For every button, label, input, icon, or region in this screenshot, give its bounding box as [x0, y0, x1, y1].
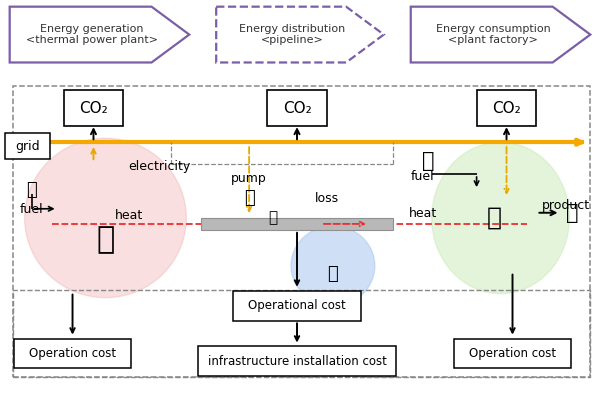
Ellipse shape	[431, 142, 569, 294]
Bar	[267, 90, 327, 126]
Text: 🍅: 🍅	[566, 203, 578, 223]
Bar	[64, 90, 124, 126]
Text: electricity: electricity	[128, 160, 190, 173]
Bar	[14, 338, 131, 368]
Text: Operation cost: Operation cost	[29, 347, 116, 360]
Text: loss: loss	[315, 192, 339, 204]
Text: CO₂: CO₂	[283, 101, 311, 116]
Text: Energy distribution
<pipeline>: Energy distribution <pipeline>	[239, 24, 346, 45]
Text: Operation cost: Operation cost	[469, 347, 556, 360]
Text: 💧: 💧	[244, 189, 254, 207]
Ellipse shape	[291, 226, 375, 306]
Bar	[476, 90, 536, 126]
Text: 🧑: 🧑	[328, 265, 338, 283]
Bar	[5, 133, 50, 159]
Bar	[454, 338, 571, 368]
Bar	[13, 290, 590, 377]
Text: Energy consumption
<plant factory>: Energy consumption <plant factory>	[436, 24, 550, 45]
Text: fuel: fuel	[411, 170, 434, 182]
Polygon shape	[10, 7, 189, 62]
Ellipse shape	[25, 138, 186, 298]
Text: Energy generation
<thermal power plant>: Energy generation <thermal power plant>	[26, 24, 158, 45]
Text: heat: heat	[409, 208, 437, 220]
Text: CO₂: CO₂	[492, 101, 521, 116]
Text: infrastructure installation cost: infrastructure installation cost	[208, 355, 386, 368]
Polygon shape	[216, 7, 384, 62]
Text: grid: grid	[16, 140, 40, 153]
Text: CO₂: CO₂	[79, 101, 108, 116]
Text: fuel: fuel	[20, 204, 44, 216]
Text: product: product	[542, 200, 590, 212]
Text: heat: heat	[115, 210, 143, 222]
Bar	[198, 346, 396, 376]
Text: 🛢: 🛢	[422, 151, 435, 171]
Bar	[233, 291, 361, 320]
Text: 🏭: 🏭	[97, 225, 115, 254]
Bar	[13, 86, 590, 377]
Bar	[201, 218, 393, 230]
Text: 🏠: 🏠	[487, 206, 502, 230]
Text: Operational cost: Operational cost	[248, 299, 346, 312]
Polygon shape	[411, 7, 590, 62]
Text: 🪨: 🪨	[26, 181, 37, 199]
Text: pump: pump	[231, 172, 267, 184]
Text: ⛽: ⛽	[269, 210, 278, 226]
